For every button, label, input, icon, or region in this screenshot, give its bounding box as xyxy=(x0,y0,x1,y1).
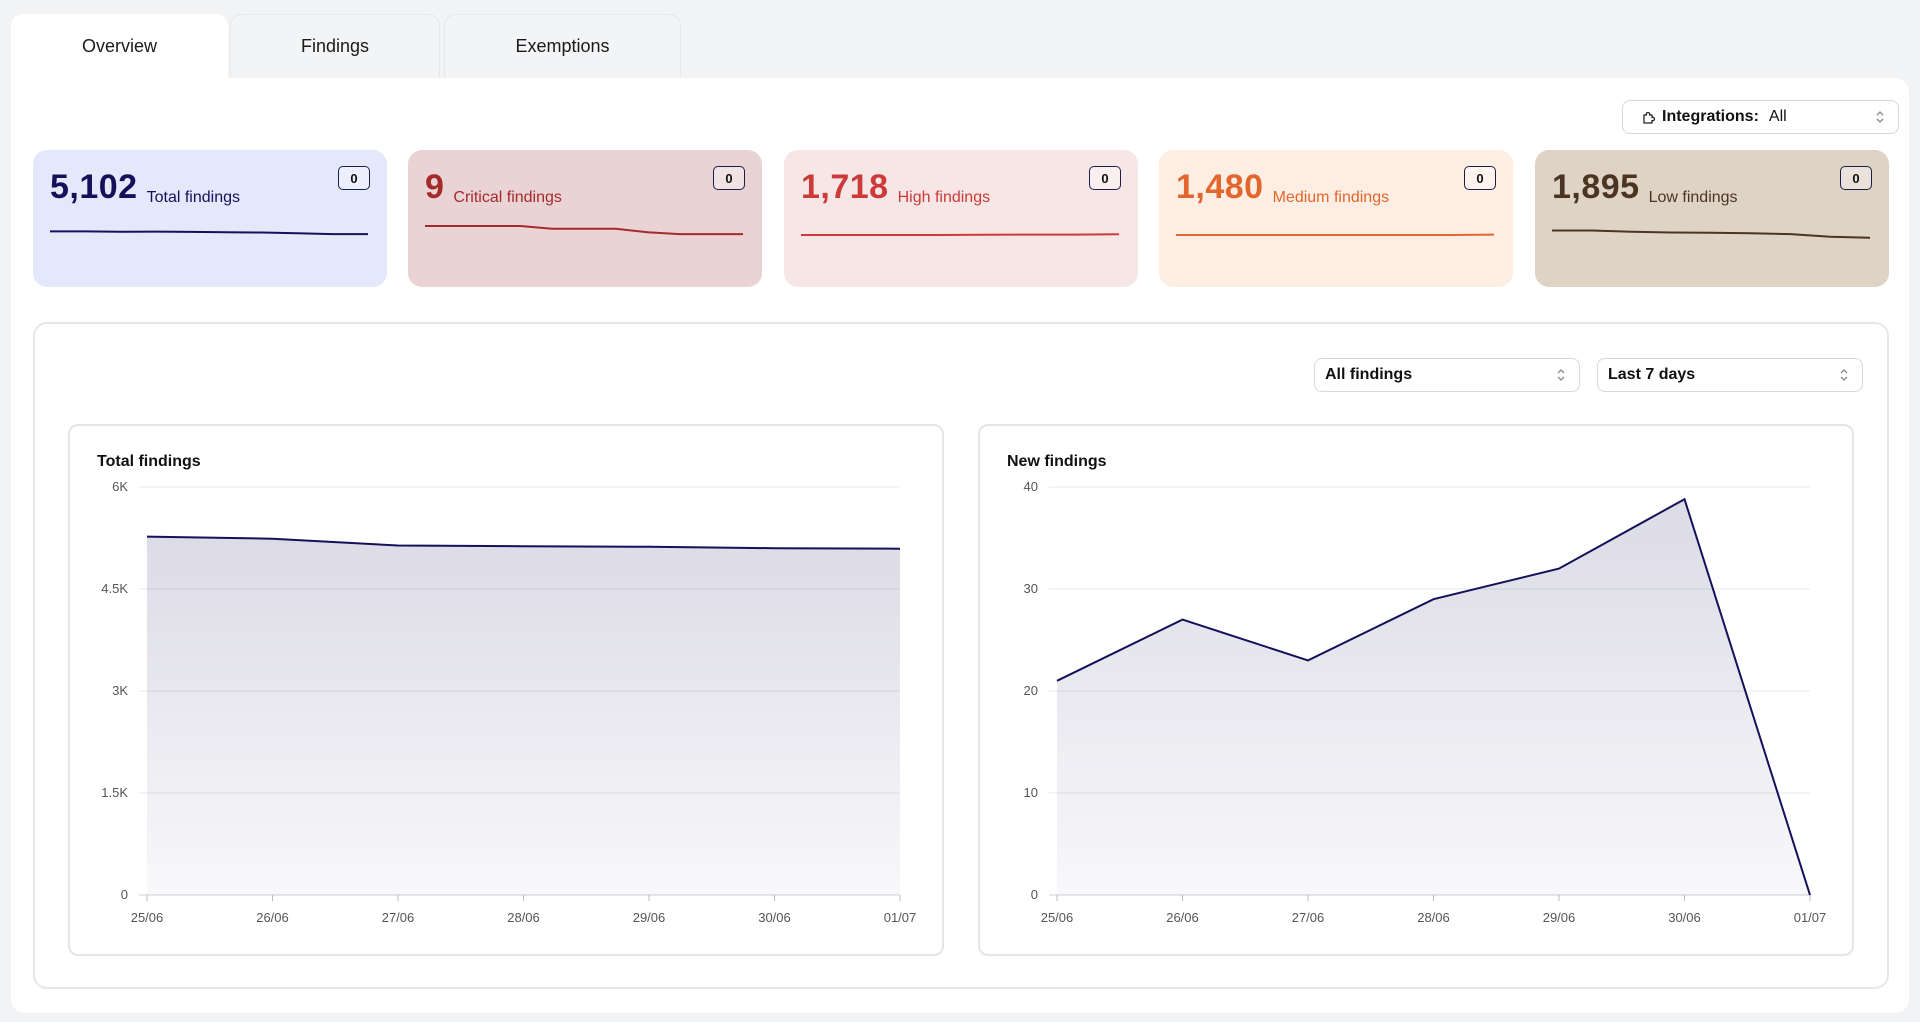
kpi-value: 5,102 xyxy=(50,168,138,206)
tab-findings[interactable]: Findings xyxy=(230,14,440,78)
x-tick-label: 25/06 xyxy=(1041,910,1074,925)
total-findings-plot: 0 1.5K 3K 4.5K 6K 25/06 26/06 27/06 28/06 29/06 30… xyxy=(101,479,917,925)
chevron-updown-icon xyxy=(1840,369,1848,381)
total-findings-chart: Total findings 0 1.5K 3K 4.5K 6K 25/06 26/06 27… xyxy=(68,424,944,956)
kpi-label: Critical findings xyxy=(453,189,562,206)
kpi-label: High findings xyxy=(897,189,991,206)
new-findings-chart: New findings 0 10 20 30 40 25/06 26/06 27/06 28/… xyxy=(978,424,1854,956)
sparkline-series xyxy=(50,230,368,236)
sparkline xyxy=(50,230,368,236)
overview-panel: Integrations: All 5,102 Total findings 0 9 C… xyxy=(11,78,1909,1013)
kpi-value: 1,895 xyxy=(1552,168,1640,206)
date-range-select[interactable]: Last 7 days xyxy=(1597,358,1863,392)
kpi-label: Low findings xyxy=(1648,189,1738,206)
y-tick-label: 10 xyxy=(1024,785,1038,800)
series-line xyxy=(1056,497,1811,896)
y-tick-label: 40 xyxy=(1024,479,1038,494)
y-tick-label: 1.5K xyxy=(101,785,128,800)
y-tick-label: 20 xyxy=(1024,683,1038,698)
sparkline-series xyxy=(1552,229,1871,239)
x-tick-label: 26/06 xyxy=(1166,910,1199,925)
kpi-badge: 0 xyxy=(1840,166,1872,190)
kpi-card[interactable]: 1,895 Low findings 0 xyxy=(1535,150,1889,287)
y-tick-label: 6K xyxy=(112,479,128,494)
kpi-card[interactable]: 5,102 Total findings 0 xyxy=(33,150,387,287)
sparkline xyxy=(1552,229,1871,239)
chart-title: New findings xyxy=(1007,453,1107,470)
date-range-value: Last 7 days xyxy=(1608,366,1696,383)
tab-overview[interactable]: Overview xyxy=(11,14,228,78)
x-tick-label: 01/07 xyxy=(1794,910,1827,925)
x-tick-label: 25/06 xyxy=(131,910,164,925)
findings-filter-value: All findings xyxy=(1325,366,1413,383)
kpi-card[interactable]: 1,480 Medium findings 0 xyxy=(1159,150,1513,287)
kpi-value: 9 xyxy=(425,168,445,206)
kpi-value: 1,480 xyxy=(1176,168,1264,206)
findings-filter-select[interactable]: All findings xyxy=(1314,358,1580,392)
x-tick-label: 28/06 xyxy=(507,910,540,925)
x-tick-label: 29/06 xyxy=(1543,910,1576,925)
charts-section: All findings Last 7 days Total findings … xyxy=(33,322,1889,989)
x-tick-label: 29/06 xyxy=(633,910,666,925)
kpi-badge: 0 xyxy=(713,166,745,190)
sparkline-series xyxy=(801,233,1120,236)
kpi-badge: 0 xyxy=(1089,166,1121,190)
sparkline xyxy=(425,225,743,236)
x-tick-label: 27/06 xyxy=(382,910,415,925)
y-tick-label: 0 xyxy=(121,887,128,902)
kpi-label: Medium findings xyxy=(1272,189,1390,206)
x-tick-label: 30/06 xyxy=(1668,910,1701,925)
integrations-value: All xyxy=(1768,108,1787,125)
x-tick-label: 26/06 xyxy=(256,910,289,925)
y-tick-label: 3K xyxy=(112,683,128,698)
sparkline xyxy=(801,233,1120,236)
x-tick-label: 01/07 xyxy=(884,910,917,925)
chevron-updown-icon xyxy=(1557,369,1565,381)
puzzle-icon xyxy=(1643,111,1656,124)
kpi-label: Total findings xyxy=(146,189,240,206)
y-tick-label: 0 xyxy=(1031,887,1038,902)
kpi-card[interactable]: 9 Critical findings 0 xyxy=(408,150,762,287)
sparkline-series xyxy=(425,225,743,236)
x-tick-label: 30/06 xyxy=(758,910,791,925)
kpi-badge: 0 xyxy=(338,166,370,190)
integrations-label: Integrations: xyxy=(1662,108,1759,125)
chart-title: Total findings xyxy=(97,453,201,470)
y-tick-label: 4.5K xyxy=(101,581,128,596)
sparkline xyxy=(1176,233,1495,236)
series-line xyxy=(146,535,901,550)
chevron-updown-icon xyxy=(1876,111,1884,123)
integrations-select[interactable]: Integrations: All xyxy=(1622,100,1899,134)
kpi-value: 1,718 xyxy=(801,168,889,206)
kpi-card[interactable]: 1,718 High findings 0 xyxy=(784,150,1138,287)
series-area xyxy=(147,536,900,895)
y-tick-label: 30 xyxy=(1024,581,1038,596)
x-tick-label: 27/06 xyxy=(1292,910,1325,925)
tab-exemptions[interactable]: Exemptions xyxy=(444,14,681,78)
series-area xyxy=(1057,499,1810,895)
x-tick-label: 28/06 xyxy=(1417,910,1450,925)
kpi-badge: 0 xyxy=(1464,166,1496,190)
new-findings-plot: 0 10 20 30 40 25/06 26/06 27/06 28/06 29/06 30/06 0… xyxy=(1024,479,1827,925)
